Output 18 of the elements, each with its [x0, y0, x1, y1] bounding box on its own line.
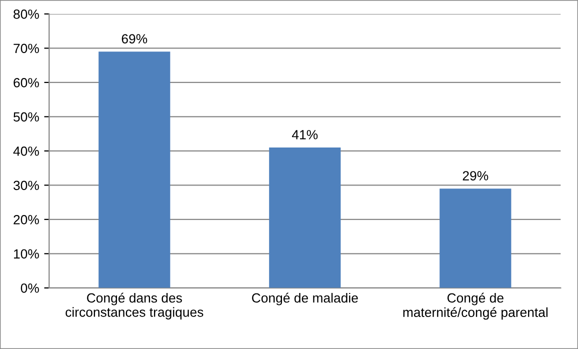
y-tick-label: 50% — [14, 112, 39, 122]
y-tick-label: 70% — [14, 44, 39, 54]
bar — [98, 52, 170, 288]
bar — [440, 188, 512, 288]
y-tick-label: 0% — [20, 283, 39, 293]
data-label: 69% — [122, 34, 148, 44]
y-tick-label: 10% — [14, 249, 39, 259]
bar — [269, 148, 341, 288]
y-tick-label: 80% — [14, 10, 39, 19]
y-tick-label: 60% — [14, 78, 39, 88]
data-label: 29% — [462, 171, 488, 180]
x-tick-label: Congé de maternité/congé parental — [403, 292, 548, 320]
x-tick-label: Congé de maladie — [252, 292, 358, 306]
x-tick-label: Congé dans des circonstances tragiques — [66, 292, 204, 320]
data-label: 41% — [292, 130, 318, 140]
y-tick-label: 40% — [13, 146, 39, 156]
y-tick-label: 20% — [14, 215, 39, 224]
y-tick-label: 30% — [14, 180, 39, 190]
